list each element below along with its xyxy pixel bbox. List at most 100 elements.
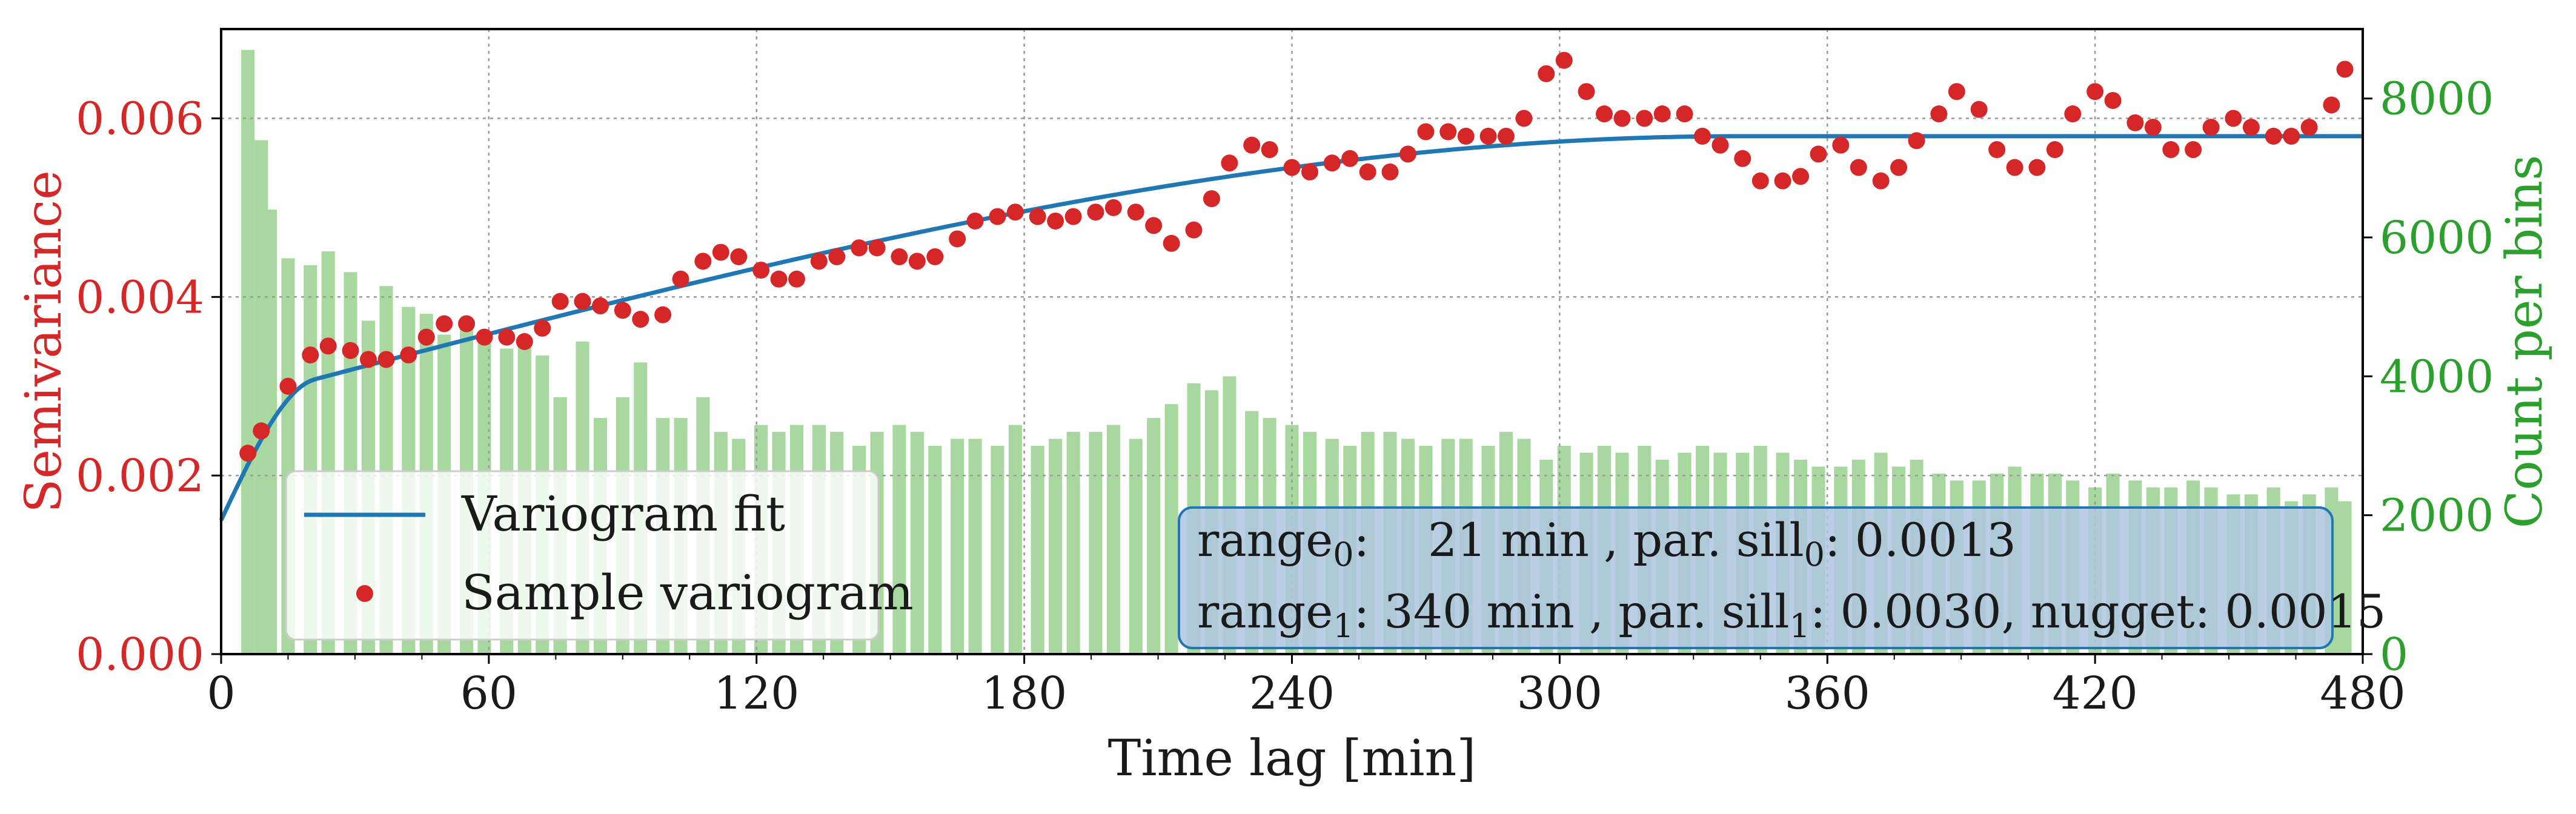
sample-point (2006, 159, 2023, 176)
sample-point (436, 315, 453, 333)
y-left-tick-label: 0.000 (76, 629, 204, 681)
y-left-tick-label: 0.002 (76, 450, 204, 502)
sample-point (1087, 204, 1104, 221)
legend-point-swatch (356, 585, 373, 602)
sample-point (377, 351, 395, 368)
count-bar (1147, 418, 1161, 654)
count-bar (1106, 425, 1120, 654)
axis-ticks: 0 60 120 180 240 300 360 420 480 0.000 0.002 0.004 0… (76, 73, 2494, 720)
sample-point (1457, 127, 1475, 145)
y-right-tick-label: 6000 (2380, 212, 2494, 264)
sample-point (1751, 172, 1769, 190)
sample-point (1538, 65, 1555, 82)
y-right-axis-title: Count per bins (2496, 155, 2554, 529)
sample-point (926, 248, 944, 265)
y-left-axis-title: Semivariance (15, 170, 73, 512)
sample-point (2162, 141, 2180, 159)
sample-point (1555, 51, 1573, 69)
count-bar (2338, 501, 2352, 654)
sample-point (2265, 127, 2282, 145)
sample-point (1145, 217, 1163, 234)
sample-point (2028, 159, 2046, 176)
y-right-tick-label: 2000 (2380, 490, 2494, 542)
sample-point (253, 422, 270, 440)
count-bar (968, 438, 982, 654)
count-bar (892, 425, 906, 654)
sample-point (516, 333, 533, 350)
sample-point (1596, 105, 1613, 123)
sample-point (1047, 212, 1064, 230)
sample-point (239, 445, 257, 462)
y-left-tick-label: 0.006 (76, 93, 204, 145)
sample-point (2126, 114, 2144, 131)
sample-point (591, 297, 609, 315)
info-line-range0: range0: 21 min , par. sill0: 0.0013 (1197, 513, 2016, 574)
sample-point (2283, 127, 2300, 145)
x-tick-label: 60 (460, 667, 517, 720)
sample-point (1613, 110, 1631, 127)
sample-point (949, 230, 966, 248)
sample-point (1890, 159, 1908, 176)
count-bar (1129, 438, 1143, 654)
count-bar (241, 50, 255, 654)
count-bar (1089, 432, 1103, 654)
sample-point (1578, 83, 1595, 101)
sample-point (908, 253, 926, 270)
sample-point (360, 351, 377, 368)
sample-point (828, 248, 846, 265)
sample-point (788, 270, 806, 288)
legend: Variogram fit Sample variogram (285, 470, 914, 641)
sample-point (1850, 159, 1867, 176)
sample-point (2323, 96, 2340, 114)
sample-point (1381, 163, 1399, 180)
count-bar (1164, 404, 1178, 654)
sample-point (1104, 199, 1122, 216)
sample-point (1498, 127, 1515, 145)
x-tick-label: 360 (1785, 667, 1870, 720)
sample-point (2046, 141, 2063, 159)
count-bar (951, 438, 964, 654)
x-tick-label: 120 (714, 667, 799, 720)
count-bar (991, 446, 1004, 654)
sample-point (1970, 101, 1988, 118)
sample-point (730, 248, 748, 265)
count-bar (1066, 432, 1080, 654)
sample-point (1359, 163, 1376, 180)
sample-point (1029, 208, 1046, 225)
sample-point (1399, 145, 1416, 163)
sample-point (694, 253, 712, 270)
sample-point (1948, 83, 1965, 101)
sample-point (1810, 145, 1827, 163)
sample-point (1185, 221, 1203, 239)
sample-point (770, 270, 788, 288)
y-right-tick-label: 8000 (2380, 73, 2494, 125)
sample-point (2300, 119, 2318, 136)
x-tick-label: 420 (2053, 667, 2138, 720)
sample-point (319, 337, 337, 355)
sample-point (1301, 163, 1318, 180)
info-line-range1: range1: 340 min , par. sill1: 0.0030, nu… (1197, 584, 2386, 645)
sample-point (1203, 190, 1220, 208)
sample-point (868, 239, 886, 257)
sample-point (1417, 123, 1435, 141)
sample-point (1734, 150, 1751, 167)
x-tick-label: 240 (1249, 667, 1335, 720)
sample-point (1261, 141, 1278, 159)
sample-point (574, 293, 591, 310)
x-tick-label: 0 (207, 667, 235, 720)
sample-variogram-points (239, 51, 2354, 462)
sample-point (1479, 127, 1497, 145)
sample-point (534, 319, 551, 337)
sample-point (851, 239, 868, 257)
sample-point (989, 208, 1006, 225)
count-bar (1008, 425, 1022, 654)
sample-point (614, 302, 631, 319)
sample-point (400, 346, 417, 364)
sample-point (891, 248, 908, 265)
sample-point (966, 212, 984, 230)
sample-point (279, 377, 297, 395)
sample-point (1243, 136, 1261, 154)
sample-point (302, 346, 319, 364)
count-bar (928, 446, 942, 654)
sample-point (1872, 172, 1890, 190)
